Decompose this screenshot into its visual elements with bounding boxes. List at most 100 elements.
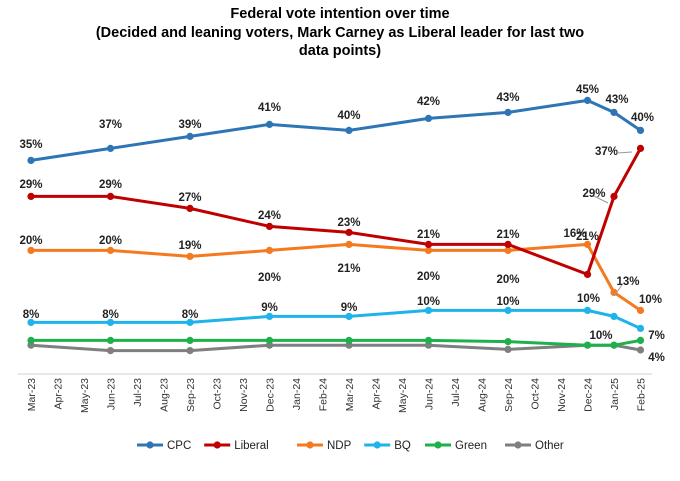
legend-item-liberal: Liberal [204, 440, 269, 452]
data-label-ndp: 20% [417, 271, 440, 283]
data-label-cpc: 43% [605, 94, 628, 106]
data-point-cpc [583, 96, 592, 104]
data-label-ndp: 20% [258, 272, 281, 284]
data-label-ndp: 20% [99, 235, 122, 247]
data-point-liberal [186, 204, 194, 212]
data-point-bq [27, 318, 35, 326]
data-label-bq: 9% [341, 302, 358, 314]
legend-label: CPC [167, 440, 191, 452]
chart-subtitle-text: (Decided and leaning voters, Mark Carney… [95, 25, 585, 59]
data-label-cpc: 43% [496, 92, 519, 104]
data-label-ndp: 10% [639, 294, 662, 306]
data-point-cpc [636, 126, 645, 134]
data-label-bq: 8% [102, 309, 119, 321]
data-label-bq: 10% [577, 293, 600, 305]
data-label-liberal: 29% [99, 179, 122, 191]
data-label-bq: 8% [23, 309, 40, 321]
data-point-ndp [27, 246, 35, 254]
data-label-cpc: 35% [19, 139, 42, 151]
data-point-bq [504, 306, 512, 314]
legend-item-cpc: CPC [137, 440, 191, 452]
series-line-green [31, 338, 641, 347]
data-point-bq [583, 306, 592, 314]
data-label-liberal: 23% [337, 217, 360, 229]
data-point-cpc [610, 108, 618, 116]
series-liberal [27, 144, 645, 278]
series-line-cpc [30, 98, 642, 162]
x-tick-label: Jul-23 [132, 378, 144, 407]
x-tick-label: Dec-24 [583, 378, 595, 412]
data-label-cpc: 41% [258, 102, 281, 114]
legend-swatch-marker [514, 441, 522, 449]
data-point-liberal [27, 192, 35, 200]
data-point-other [636, 346, 645, 354]
x-tick-label: Jun-24 [424, 378, 436, 410]
data-label-ndp: 19% [178, 240, 201, 252]
series-line-ndp [31, 242, 642, 312]
chart-title: Federal vote intention over time [230, 6, 450, 22]
data-point-green [106, 336, 115, 344]
data-label-liberal: 24% [258, 210, 281, 222]
x-tick-label: May-23 [79, 378, 91, 413]
leader-line-liberal [593, 195, 609, 204]
data-point-cpc [186, 132, 194, 140]
x-tick-label: Sep-24 [503, 378, 515, 412]
x-tick-label: Feb-24 [318, 378, 330, 411]
data-point-bq [265, 312, 274, 320]
legend-item-ndp: NDP [297, 440, 352, 452]
chart-subtitle: (Decided and leaning voters, Mark Carney… [0, 24, 680, 60]
data-label-green: 4% [648, 352, 665, 364]
data-point-ndp [106, 246, 115, 254]
x-tick-label: Jul-24 [450, 378, 462, 407]
data-label-cpc: 45% [576, 84, 599, 96]
data-point-ndp [345, 240, 353, 248]
data-point-green [186, 336, 194, 344]
data-point-green [345, 336, 353, 344]
data-label-bq: 7% [648, 330, 665, 342]
data-point-cpc [27, 156, 35, 164]
x-tick-label: Apr-24 [371, 378, 383, 410]
data-label-ndp: 20% [19, 235, 42, 247]
series-line-bq [31, 308, 642, 330]
legend-swatch-marker [146, 441, 154, 449]
series-ndp [27, 240, 645, 314]
data-point-bq [345, 312, 353, 320]
legend-label: Green [455, 440, 487, 452]
data-point-green [636, 336, 645, 344]
legend-item-other: Other [505, 440, 564, 452]
series-cpc [27, 96, 645, 164]
data-point-liberal [265, 222, 274, 230]
legend-label: BQ [394, 440, 411, 452]
data-point-liberal [610, 192, 618, 200]
x-tick-label: Dec-23 [265, 378, 277, 412]
legend-label: Other [535, 440, 564, 452]
data-label-bq: 9% [261, 302, 278, 314]
data-point-other [106, 347, 115, 355]
data-point-green [27, 336, 35, 344]
data-point-ndp [265, 246, 274, 254]
x-tick-label: Jan-25 [609, 378, 621, 410]
data-label-cpc: 42% [417, 96, 440, 108]
legend-item-bq: BQ [364, 440, 411, 452]
x-tick-label: Apr-23 [53, 378, 65, 410]
data-label-liberal: 21% [417, 229, 440, 241]
legend-swatch-marker [434, 441, 442, 449]
data-point-green [610, 341, 618, 349]
data-label-bq: 8% [182, 309, 199, 321]
data-label-cpc: 39% [178, 119, 201, 131]
data-point-other [504, 345, 512, 353]
x-tick-label: Mar-24 [344, 378, 356, 411]
data-point-ndp [186, 252, 194, 260]
x-tick-label: Oct-24 [530, 378, 542, 410]
data-point-cpc [424, 114, 433, 122]
series-green [27, 336, 645, 349]
data-point-liberal [636, 144, 645, 152]
x-tick-label: Mar-23 [26, 378, 38, 411]
legend-label: NDP [327, 440, 352, 452]
data-point-green [583, 341, 592, 349]
legend-swatch-marker [213, 441, 221, 449]
data-point-ndp [424, 246, 433, 254]
x-tick-label: Oct-23 [212, 378, 224, 410]
